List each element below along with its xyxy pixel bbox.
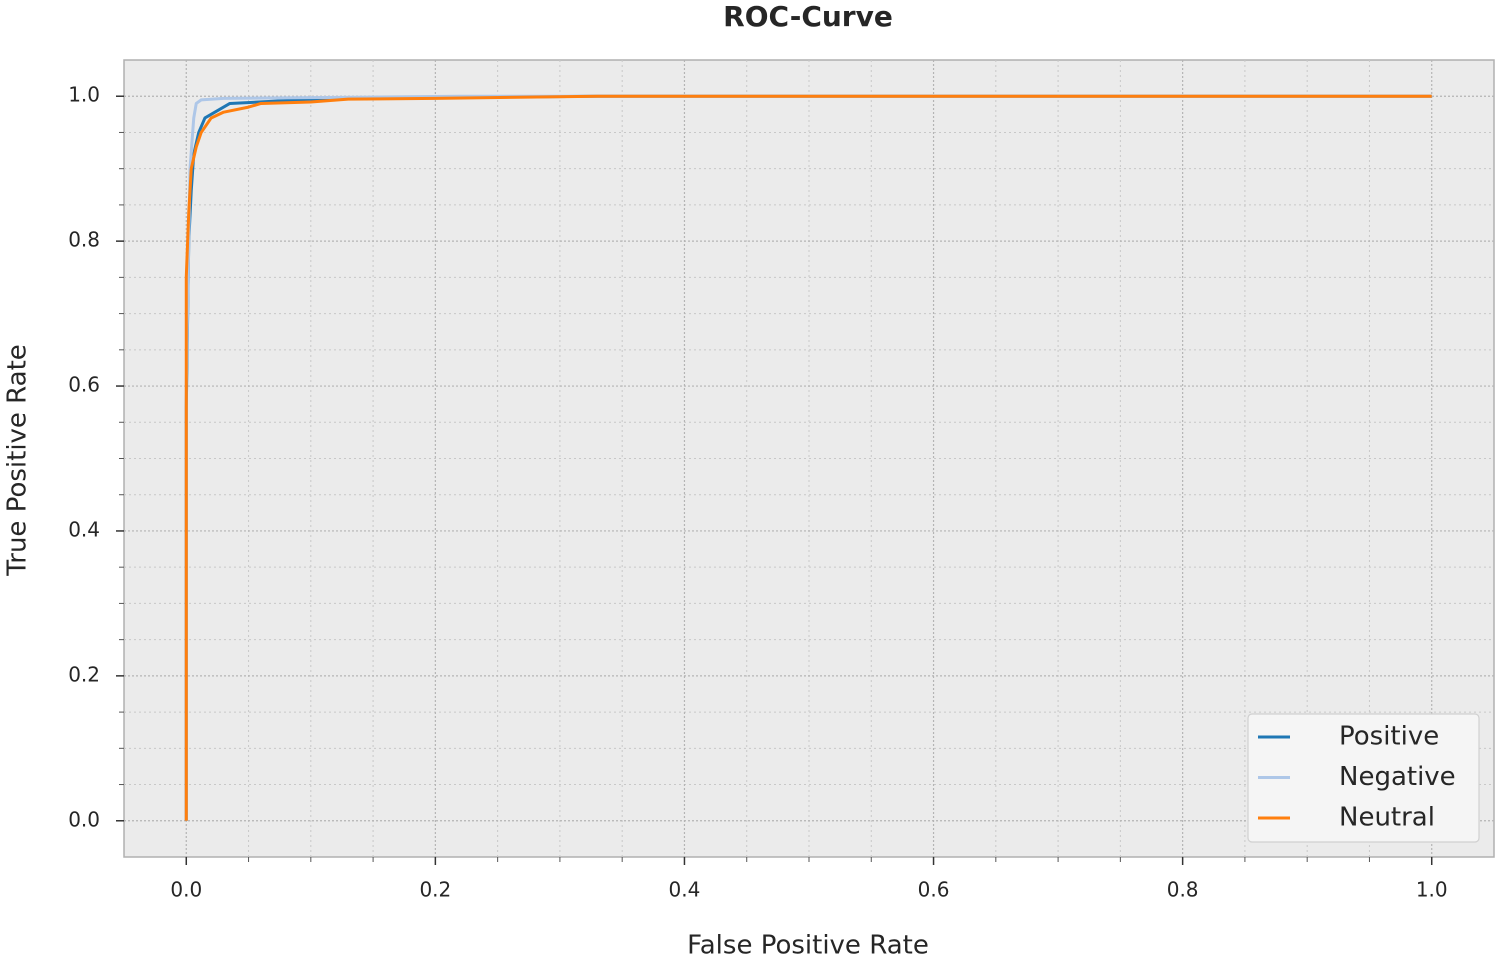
x-tick-label: 0.4 (669, 878, 701, 902)
y-tick-label: 0.2 (68, 662, 100, 686)
x-tick-label: 0.0 (170, 878, 202, 902)
legend-label: Neutral (1339, 803, 1435, 833)
x-tick-label: 0.2 (419, 878, 451, 902)
y-tick-label: 0.4 (68, 517, 100, 541)
y-tick-label: 0.0 (68, 807, 100, 831)
y-tick-label: 1.0 (68, 83, 100, 107)
y-tick-label: 0.8 (68, 228, 100, 252)
x-tick-label: 0.8 (1167, 878, 1199, 902)
y-axis-label: True Positive Rate (3, 344, 33, 577)
chart-title: ROC-Curve (723, 0, 893, 33)
legend-label: Negative (1339, 762, 1456, 792)
legend-box (1247, 713, 1480, 843)
y-tick-label: 0.6 (68, 373, 100, 397)
legend-label: Positive (1339, 722, 1439, 752)
x-axis-label: False Positive Rate (687, 931, 929, 961)
roc-line (184, 94, 1432, 821)
x-tick-label: 1.0 (1416, 878, 1448, 902)
x-tick-label: 0.6 (918, 878, 950, 902)
roc-line (184, 94, 1432, 821)
